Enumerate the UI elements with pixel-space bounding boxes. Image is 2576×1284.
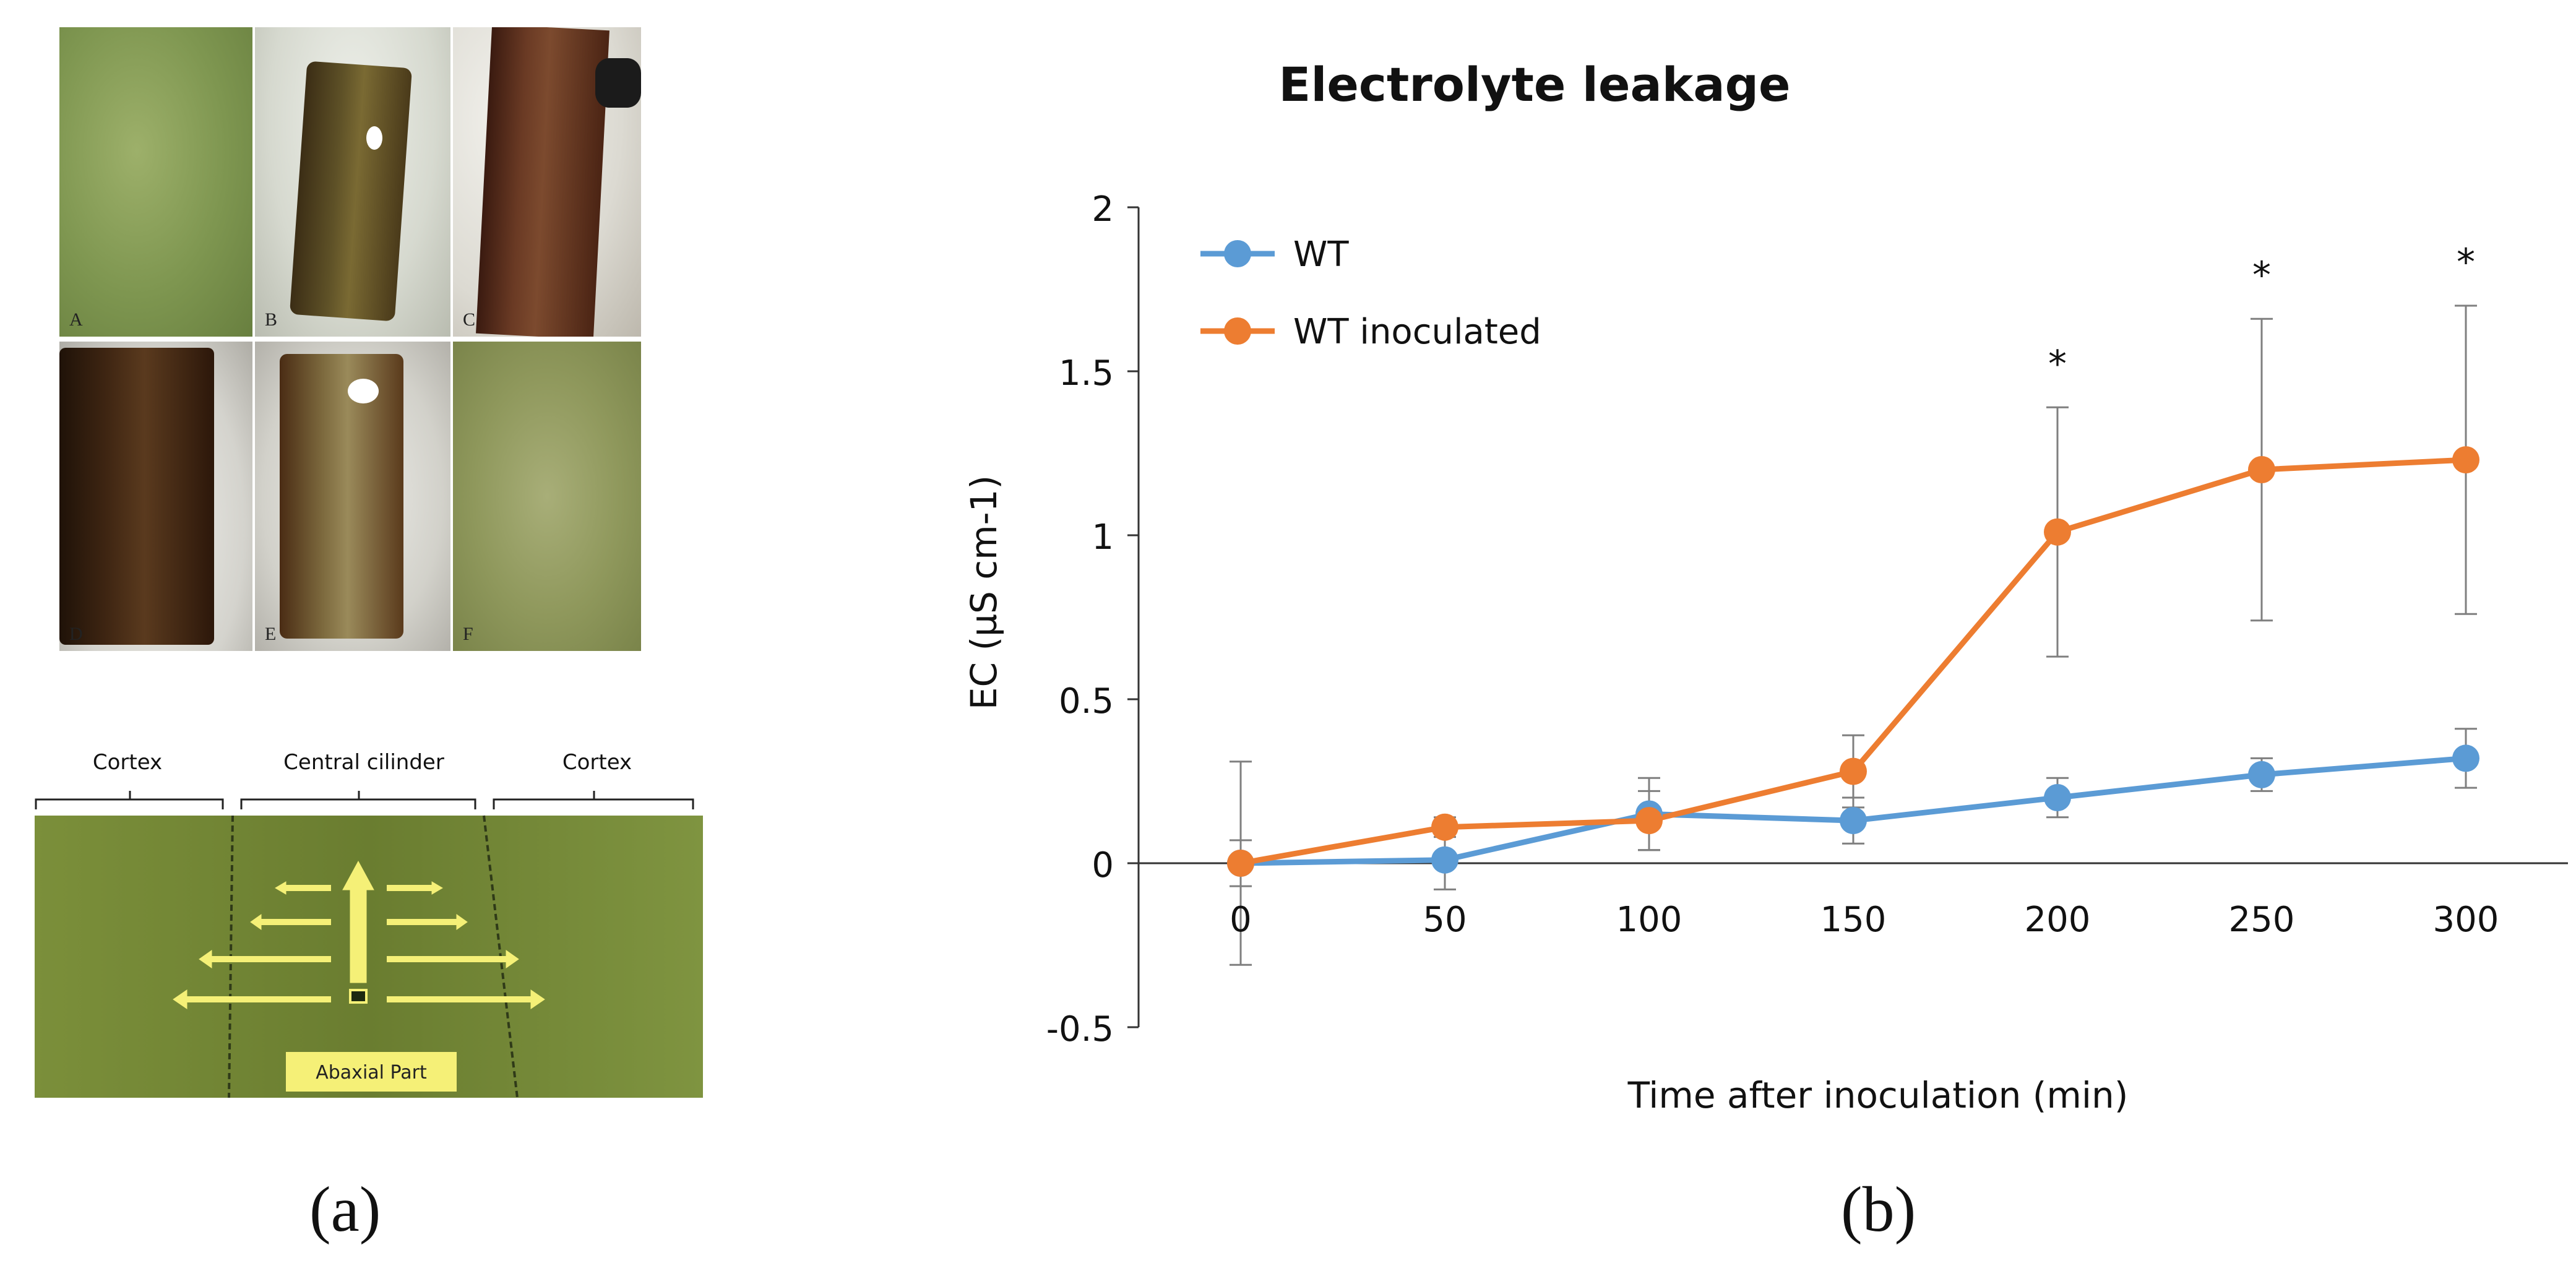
- data-point: [2452, 744, 2479, 772]
- legend-label: WT inoculated: [1293, 312, 1541, 352]
- y-axis-label: EC (µS cm-1): [963, 475, 1005, 710]
- photo-a: A: [59, 27, 252, 337]
- abaxial-origin: [349, 989, 368, 1004]
- y-tick-label: 0.5: [1059, 681, 1114, 722]
- legend-marker: [1224, 240, 1251, 267]
- central-cylinder-label: Central cilinder: [283, 750, 444, 775]
- stem-diagram: Abaxial Part: [35, 791, 703, 1098]
- abaxial-label: Abaxial Part: [316, 1062, 427, 1084]
- data-point: [1635, 807, 1663, 835]
- y-tick-label: 1: [1092, 517, 1114, 558]
- photo-c: C: [453, 27, 641, 337]
- x-tick-label: 250: [2229, 900, 2295, 940]
- x-tick-label: 200: [2025, 900, 2091, 940]
- vertical-arrow-shaft: [350, 884, 367, 983]
- data-point: [1840, 807, 1867, 835]
- x-tick-label: 150: [1820, 900, 1887, 940]
- stem-background: [35, 816, 703, 1098]
- chart-title: Electrolyte leakage: [1278, 57, 1791, 112]
- photo-label-b: B: [265, 309, 278, 330]
- photo-label-a: A: [69, 309, 83, 330]
- data-point: [2452, 446, 2479, 474]
- photo-label-f: F: [463, 624, 473, 644]
- x-tick-label: 50: [1423, 900, 1467, 940]
- y-tick-label: 1.5: [1059, 353, 1114, 394]
- x-axis-label: Time after inoculation (min): [1627, 1074, 2129, 1114]
- photo-label-e: E: [265, 624, 277, 644]
- photo-label-d: D: [69, 624, 83, 644]
- legend-label: WT: [1293, 235, 1349, 275]
- data-point: [1227, 850, 1254, 877]
- panel-b-caption: (b): [1841, 1174, 1916, 1245]
- significance-marker: *: [2457, 241, 2475, 284]
- vertical-arrow-head: [342, 860, 374, 890]
- data-point: [2248, 456, 2275, 483]
- x-tick-label: 100: [1616, 900, 1682, 940]
- abaxial-label-box: [286, 1052, 457, 1092]
- significance-marker: *: [2252, 254, 2271, 297]
- data-point: [2044, 784, 2071, 811]
- legend-marker: [1224, 317, 1251, 345]
- data-point: [1431, 846, 1458, 874]
- braces: [35, 791, 694, 809]
- x-tick-label: 300: [2433, 900, 2499, 940]
- cortex-left-label: Cortex: [92, 750, 163, 775]
- photo-d: D: [59, 342, 252, 651]
- data-point: [2248, 760, 2275, 788]
- data-point: [2044, 518, 2071, 546]
- x-tick-label: 0: [1230, 900, 1252, 940]
- panel-a-caption: (a): [309, 1174, 381, 1245]
- photo-label-c: C: [463, 309, 476, 330]
- y-tick-label: -0.5: [1046, 1009, 1114, 1049]
- flow-arrows: [173, 860, 545, 1009]
- cortex-right-label: Cortex: [562, 750, 632, 775]
- data-point: [1840, 757, 1867, 785]
- photo-f: F: [453, 342, 641, 651]
- significance-marker: *: [2048, 342, 2067, 386]
- electrolyte-chart: -0.5 0 0.5 1 1.5 2 0 50 100 150 200 250 300 Time afte…: [963, 189, 2568, 1114]
- y-tick-label: 0: [1092, 845, 1114, 885]
- photo-e: E: [255, 342, 450, 651]
- y-tick-label: 2: [1092, 189, 1114, 230]
- photo-b: B: [255, 27, 450, 337]
- data-point: [1431, 813, 1458, 841]
